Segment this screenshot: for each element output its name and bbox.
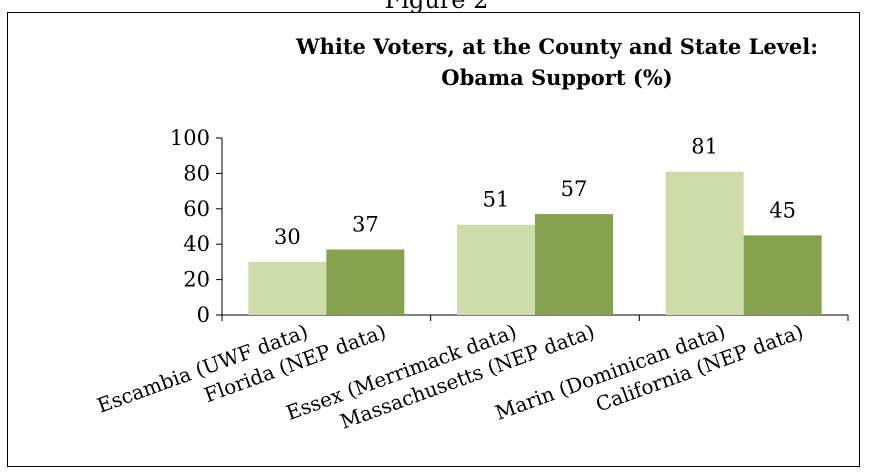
bar xyxy=(535,214,613,315)
figure-caption: Figure 2 xyxy=(384,0,489,14)
bar xyxy=(457,224,535,315)
data-label: 30 xyxy=(274,225,301,249)
y-tick-label: 40 xyxy=(183,232,210,256)
y-tick-label: 0 xyxy=(197,303,210,327)
bar xyxy=(326,249,405,315)
y-tick-label: 20 xyxy=(183,268,210,292)
chart-title-line2: Obama Support (%) xyxy=(441,65,672,90)
bar xyxy=(743,235,822,315)
bar xyxy=(248,261,327,315)
data-label: 81 xyxy=(691,135,718,159)
data-label: 45 xyxy=(769,198,796,222)
data-label: 51 xyxy=(483,188,510,212)
y-tick-label: 60 xyxy=(183,197,210,221)
y-tick-label: 80 xyxy=(183,161,210,185)
bar xyxy=(665,171,744,315)
data-label: 37 xyxy=(352,213,379,237)
chart-title-line1: White Voters, at the County and State Le… xyxy=(295,34,818,59)
data-label: 57 xyxy=(561,177,588,201)
y-tick-label: 100 xyxy=(170,126,210,150)
